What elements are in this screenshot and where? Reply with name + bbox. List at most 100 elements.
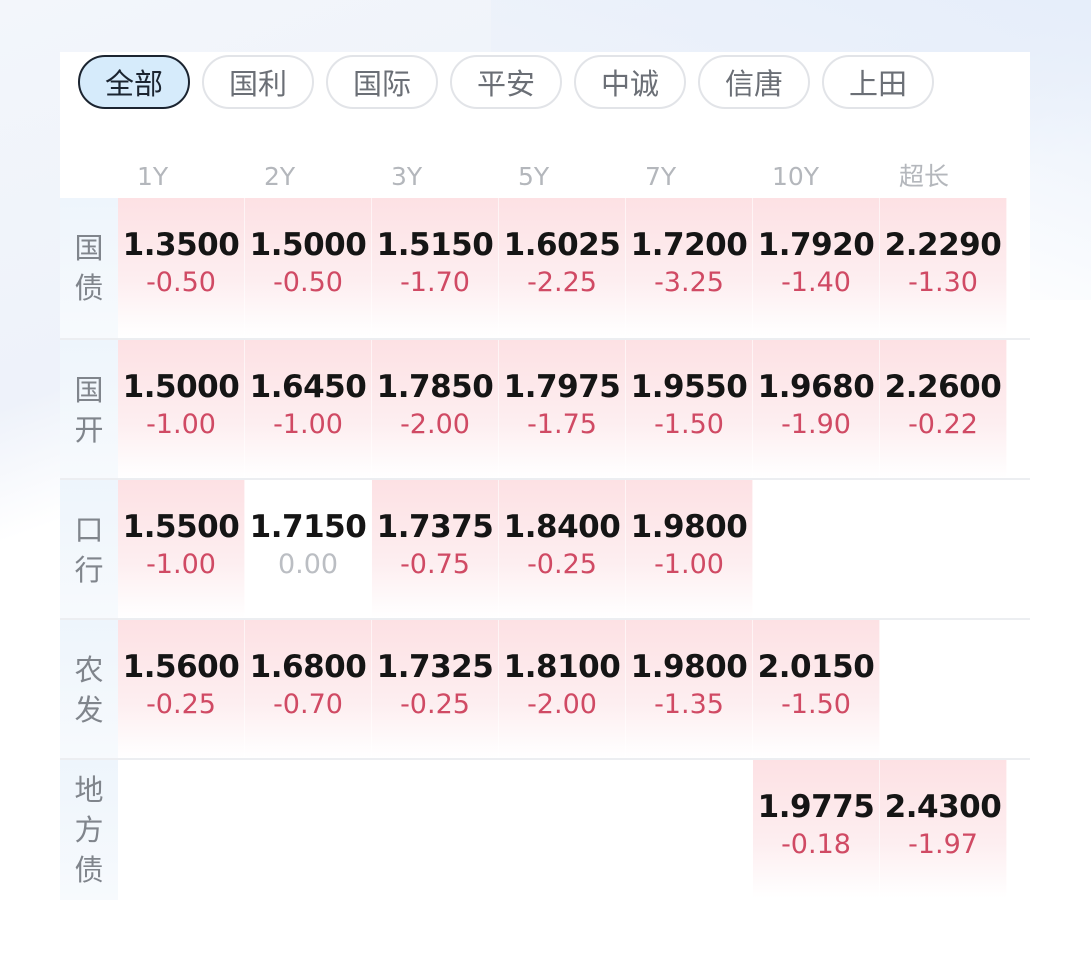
yield-value: 2.4300 — [884, 789, 1002, 825]
row-label-cell: 地方债 — [60, 760, 118, 900]
yield-cell[interactable]: 1.6450 -1.00 — [245, 340, 372, 478]
yield-change: -1.00 — [654, 549, 724, 580]
yield-change: -1.90 — [781, 409, 851, 440]
yield-cell[interactable]: 1.7200 -3.25 — [626, 198, 753, 336]
yield-change: -1.35 — [654, 689, 724, 720]
yield-cell[interactable]: 2.0150 -1.50 — [753, 620, 880, 758]
yield-value: 1.6800 — [249, 649, 367, 685]
yield-change: -2.00 — [400, 409, 470, 440]
yield-value: 1.8100 — [503, 649, 621, 685]
yield-change: -1.40 — [781, 267, 851, 298]
yield-value: 1.7850 — [376, 369, 494, 405]
yield-change: -0.70 — [273, 689, 343, 720]
yield-value: 1.7200 — [630, 227, 748, 263]
yield-change: -1.50 — [654, 409, 724, 440]
yield-cell[interactable]: 1.9775 -0.18 — [753, 760, 880, 898]
row-label-cell: 农发 — [60, 620, 118, 760]
yield-change: -0.18 — [781, 829, 851, 860]
tab-1[interactable]: 国利 — [202, 55, 314, 109]
yield-value: 1.9680 — [757, 369, 875, 405]
column-header: 1Y — [137, 162, 169, 191]
yield-change: -1.70 — [400, 267, 470, 298]
yield-card: 全部 国利 国际 平安 中诚 信唐 上田 1Y 2Y 3Y 5Y 7Y 10Y 超长 国债 1.3500 -… — [60, 52, 1030, 902]
tab-3[interactable]: 平安 — [450, 55, 562, 109]
yield-cell[interactable]: 2.2600 -0.22 — [880, 340, 1007, 478]
tab-5[interactable]: 信唐 — [698, 55, 810, 109]
yield-value: 1.7975 — [503, 369, 621, 405]
yield-cell[interactable]: 1.6025 -2.25 — [499, 198, 626, 336]
row-label-cell: 口行 — [60, 480, 118, 620]
tab-4[interactable]: 中诚 — [574, 55, 686, 109]
column-header: 超长 — [899, 162, 950, 191]
yield-value: 2.2600 — [884, 369, 1002, 405]
yield-cell[interactable]: 1.7850 -2.00 — [372, 340, 499, 478]
yield-change: -0.25 — [527, 549, 597, 580]
yield-cell[interactable]: 1.8100 -2.00 — [499, 620, 626, 758]
yield-cell[interactable]: 1.7375 -0.75 — [372, 480, 499, 618]
yield-cell[interactable]: 2.2290 -1.30 — [880, 198, 1007, 336]
column-header: 10Y — [772, 162, 820, 191]
row-label: 国开 — [74, 373, 104, 447]
row-label-cell: 国开 — [60, 340, 118, 480]
yield-change: -2.25 — [527, 267, 597, 298]
yield-cell[interactable]: 1.5150 -1.70 — [372, 198, 499, 336]
yield-value: 1.9800 — [630, 649, 748, 685]
yield-cell[interactable]: 1.5000 -0.50 — [245, 198, 372, 336]
yield-cell[interactable]: 1.9800 -1.35 — [626, 620, 753, 758]
yield-value: 1.3500 — [122, 227, 240, 263]
yield-value: 1.6450 — [249, 369, 367, 405]
bond-row: 国债 1.3500 -0.50 1.5000 -0.50 1.5150 -1.70 1.602… — [60, 198, 1030, 338]
column-header: 5Y — [518, 162, 550, 191]
row-label: 口行 — [74, 513, 104, 587]
yield-cell[interactable]: 1.9800 -1.00 — [626, 480, 753, 618]
yield-change: -0.75 — [400, 549, 470, 580]
broker-tabs: 全部 国利 国际 平安 中诚 信唐 上田 — [78, 55, 934, 109]
yield-change: -0.25 — [146, 689, 216, 720]
yield-change: -1.00 — [273, 409, 343, 440]
yield-cell[interactable]: 1.6800 -0.70 — [245, 620, 372, 758]
tab-0[interactable]: 全部 — [78, 55, 190, 109]
yield-value: 1.5000 — [249, 227, 367, 263]
row-label: 农发 — [74, 653, 104, 727]
yield-value: 1.8400 — [503, 509, 621, 545]
bond-row: 口行 1.5500 -1.00 1.7150 0.00 1.7375 -0.75 1.8400… — [60, 478, 1030, 620]
tab-6[interactable]: 上田 — [822, 55, 934, 109]
yield-value: 1.7920 — [757, 227, 875, 263]
tab-2[interactable]: 国际 — [326, 55, 438, 109]
yield-cell[interactable]: 1.5000 -1.00 — [118, 340, 245, 478]
yield-cell[interactable]: 1.8400 -0.25 — [499, 480, 626, 618]
column-header: 3Y — [391, 162, 423, 191]
yield-change: -1.30 — [908, 267, 978, 298]
yield-cell[interactable]: 1.7920 -1.40 — [753, 198, 880, 336]
yield-value: 1.9775 — [757, 789, 875, 825]
yield-cell[interactable]: 1.7975 -1.75 — [499, 340, 626, 478]
column-header: 7Y — [645, 162, 677, 191]
yield-change: 0.00 — [277, 549, 339, 580]
row-label-cell: 国债 — [60, 198, 118, 338]
yield-value: 1.9550 — [630, 369, 748, 405]
yield-value: 2.2290 — [884, 227, 1002, 263]
yield-cell[interactable]: 2.4300 -1.97 — [880, 760, 1007, 898]
yield-change: -0.50 — [273, 267, 343, 298]
yield-value: 1.7150 — [249, 509, 367, 545]
yield-cell[interactable]: 1.3500 -0.50 — [118, 198, 245, 336]
bond-row: 地方债 1.9775 -0.18 2.4300 -1.97 — [60, 758, 1030, 900]
yield-cell[interactable]: 1.5600 -0.25 — [118, 620, 245, 758]
yield-change: -0.50 — [146, 267, 216, 298]
yield-value: 1.5500 — [122, 509, 240, 545]
yield-cell[interactable]: 1.5500 -1.00 — [118, 480, 245, 618]
column-header: 2Y — [264, 162, 296, 191]
yield-value: 1.5000 — [122, 369, 240, 405]
yield-cell[interactable]: 1.9680 -1.90 — [753, 340, 880, 478]
yield-value: 1.6025 — [503, 227, 621, 263]
yield-value: 1.7325 — [376, 649, 494, 685]
yield-change: -2.00 — [527, 689, 597, 720]
yield-change: -1.75 — [527, 409, 597, 440]
yield-change: -1.97 — [908, 829, 978, 860]
yield-cell[interactable]: 1.7325 -0.25 — [372, 620, 499, 758]
yield-cell[interactable]: 1.9550 -1.50 — [626, 340, 753, 478]
row-label: 地方债 — [74, 773, 104, 887]
yield-value: 1.9800 — [630, 509, 748, 545]
yield-cell[interactable]: 1.7150 0.00 — [245, 480, 372, 618]
yield-change: -1.50 — [781, 689, 851, 720]
